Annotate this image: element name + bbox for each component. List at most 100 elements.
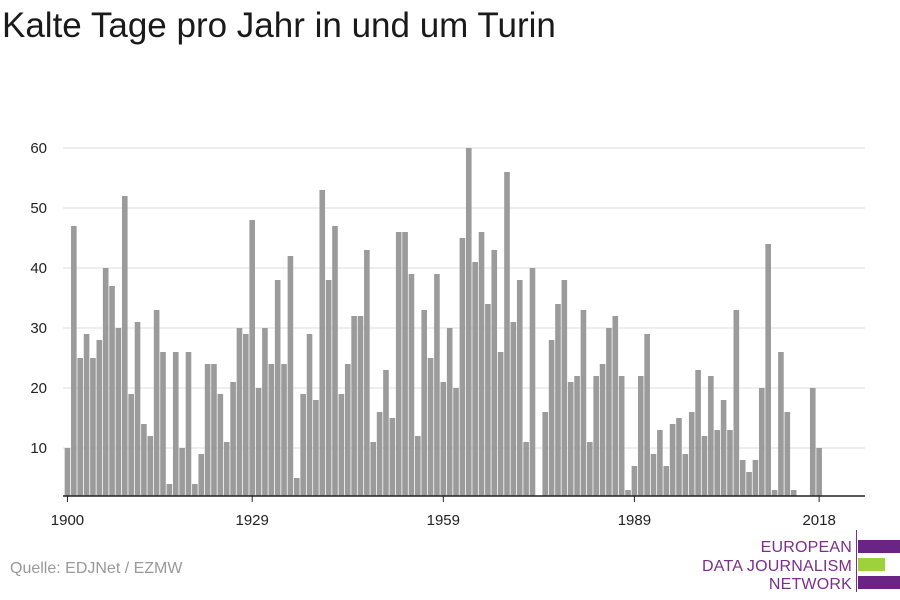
bar-1962	[459, 238, 466, 496]
bar-1973	[529, 268, 536, 496]
bar-1975	[542, 412, 549, 496]
y-axis-ticks: 10 20 30 40 50 60	[30, 140, 47, 457]
bar-1997	[682, 454, 689, 496]
logo-bar-purple-bottom	[858, 576, 900, 589]
y-tick-label-10: 10	[30, 440, 47, 457]
bar-1963	[465, 148, 472, 496]
x-tick-label-1900: 1900	[51, 512, 84, 529]
bar-1953	[402, 232, 408, 496]
bar-2006	[739, 460, 746, 496]
bar-1908	[115, 328, 122, 496]
bar-1909	[121, 196, 128, 496]
bar-2014	[790, 490, 797, 496]
bar-1982	[587, 442, 593, 496]
y-tick-label-20: 20	[30, 380, 47, 397]
bar-1914	[153, 310, 160, 496]
bar-1943	[338, 394, 345, 496]
bar-2000	[701, 436, 708, 496]
bar-1965	[478, 232, 485, 496]
bar-1916	[166, 484, 173, 496]
bar-1993	[657, 430, 663, 496]
y-tick-label-30: 30	[30, 320, 47, 337]
logo-bar-green	[858, 558, 885, 571]
bar-1971	[516, 280, 523, 496]
bar-1947	[364, 250, 370, 496]
bar-2017	[809, 388, 816, 496]
bar-1933	[274, 280, 281, 496]
bar-1980	[574, 376, 580, 496]
bar-1977	[555, 304, 561, 496]
bar-1988	[625, 490, 631, 496]
bar-1979	[567, 382, 574, 496]
y-tick-label-40: 40	[30, 260, 47, 277]
bar-1941	[325, 280, 332, 496]
bar-1944	[344, 364, 351, 496]
bar-1929	[249, 220, 255, 496]
bar-1968	[497, 352, 504, 496]
bar-1924	[217, 394, 224, 496]
logo-line-3: NETWORK	[768, 576, 852, 593]
bar-1900	[64, 448, 71, 496]
bar-1926	[230, 382, 236, 496]
bar-1989	[631, 466, 638, 496]
bar-1970	[510, 322, 517, 496]
bar-1961	[453, 388, 459, 496]
bar-1981	[580, 310, 587, 496]
bar-2003	[720, 400, 727, 496]
bar-1948	[370, 442, 377, 496]
bar-1906	[102, 268, 109, 496]
bar-1972	[523, 442, 529, 496]
bar-1967	[491, 250, 498, 496]
bar-2005	[733, 310, 740, 496]
bar-1959	[440, 382, 447, 496]
bar-1910	[128, 394, 134, 496]
bar-1956	[421, 310, 427, 496]
bar-2011	[771, 490, 778, 496]
logo-text: EUROPEAN DATA JOURNALISM NETWORK	[702, 539, 852, 595]
bar-1938	[306, 334, 313, 496]
chart-title: Kalte Tage pro Jahr in und um Turin	[2, 6, 556, 45]
bar-1920	[192, 484, 198, 496]
bar-1983	[593, 376, 599, 496]
bar-1912	[141, 424, 147, 496]
x-tick-label-1929: 1929	[236, 512, 269, 529]
bar-1935	[287, 256, 294, 496]
bar-1913	[147, 436, 154, 496]
bar-1992	[650, 454, 657, 496]
logo-separator	[856, 530, 857, 592]
bar-1930	[255, 388, 262, 496]
bar-1998	[688, 412, 695, 496]
bar-1934	[281, 364, 287, 496]
y-tick-label-50: 50	[30, 200, 47, 217]
bar-1955	[415, 436, 421, 496]
bar-1994	[663, 466, 670, 496]
bar-1951	[389, 418, 396, 496]
bar-1919	[185, 352, 192, 496]
bar-1932	[268, 364, 275, 496]
bar-1999	[695, 370, 701, 496]
bar-1922	[204, 364, 211, 496]
x-tick-label-2018: 2018	[802, 512, 835, 529]
bar-1917	[172, 352, 179, 496]
bar-1918	[179, 448, 185, 496]
bar-1985	[606, 328, 612, 496]
bar-1925	[223, 442, 230, 496]
bar-1964	[472, 262, 478, 496]
bar-2007	[746, 472, 752, 496]
logo-line-1: EUROPEAN	[760, 539, 852, 556]
logo-bar-purple-top	[858, 540, 900, 553]
bar-1987	[618, 376, 625, 496]
bar-2018	[816, 448, 822, 496]
bar-1921	[198, 454, 205, 496]
bar-1960	[446, 328, 453, 496]
bar-1978	[561, 280, 568, 496]
bar-1902	[77, 358, 84, 496]
bar-1949	[376, 412, 383, 496]
bar-1946	[357, 316, 364, 496]
bar-1990	[637, 376, 644, 496]
bar-1931	[262, 328, 268, 496]
bar-1957	[427, 358, 434, 496]
bar-1996	[676, 418, 682, 496]
bar-1937	[300, 394, 306, 496]
